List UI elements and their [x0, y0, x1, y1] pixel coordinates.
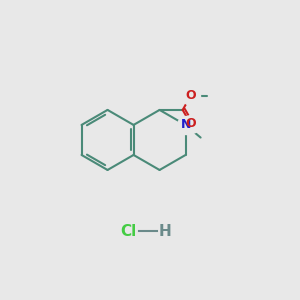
- Text: Cl: Cl: [120, 224, 136, 239]
- Text: O: O: [185, 117, 196, 130]
- Text: O: O: [185, 89, 196, 102]
- Text: H: H: [158, 224, 171, 239]
- Text: N: N: [180, 118, 191, 131]
